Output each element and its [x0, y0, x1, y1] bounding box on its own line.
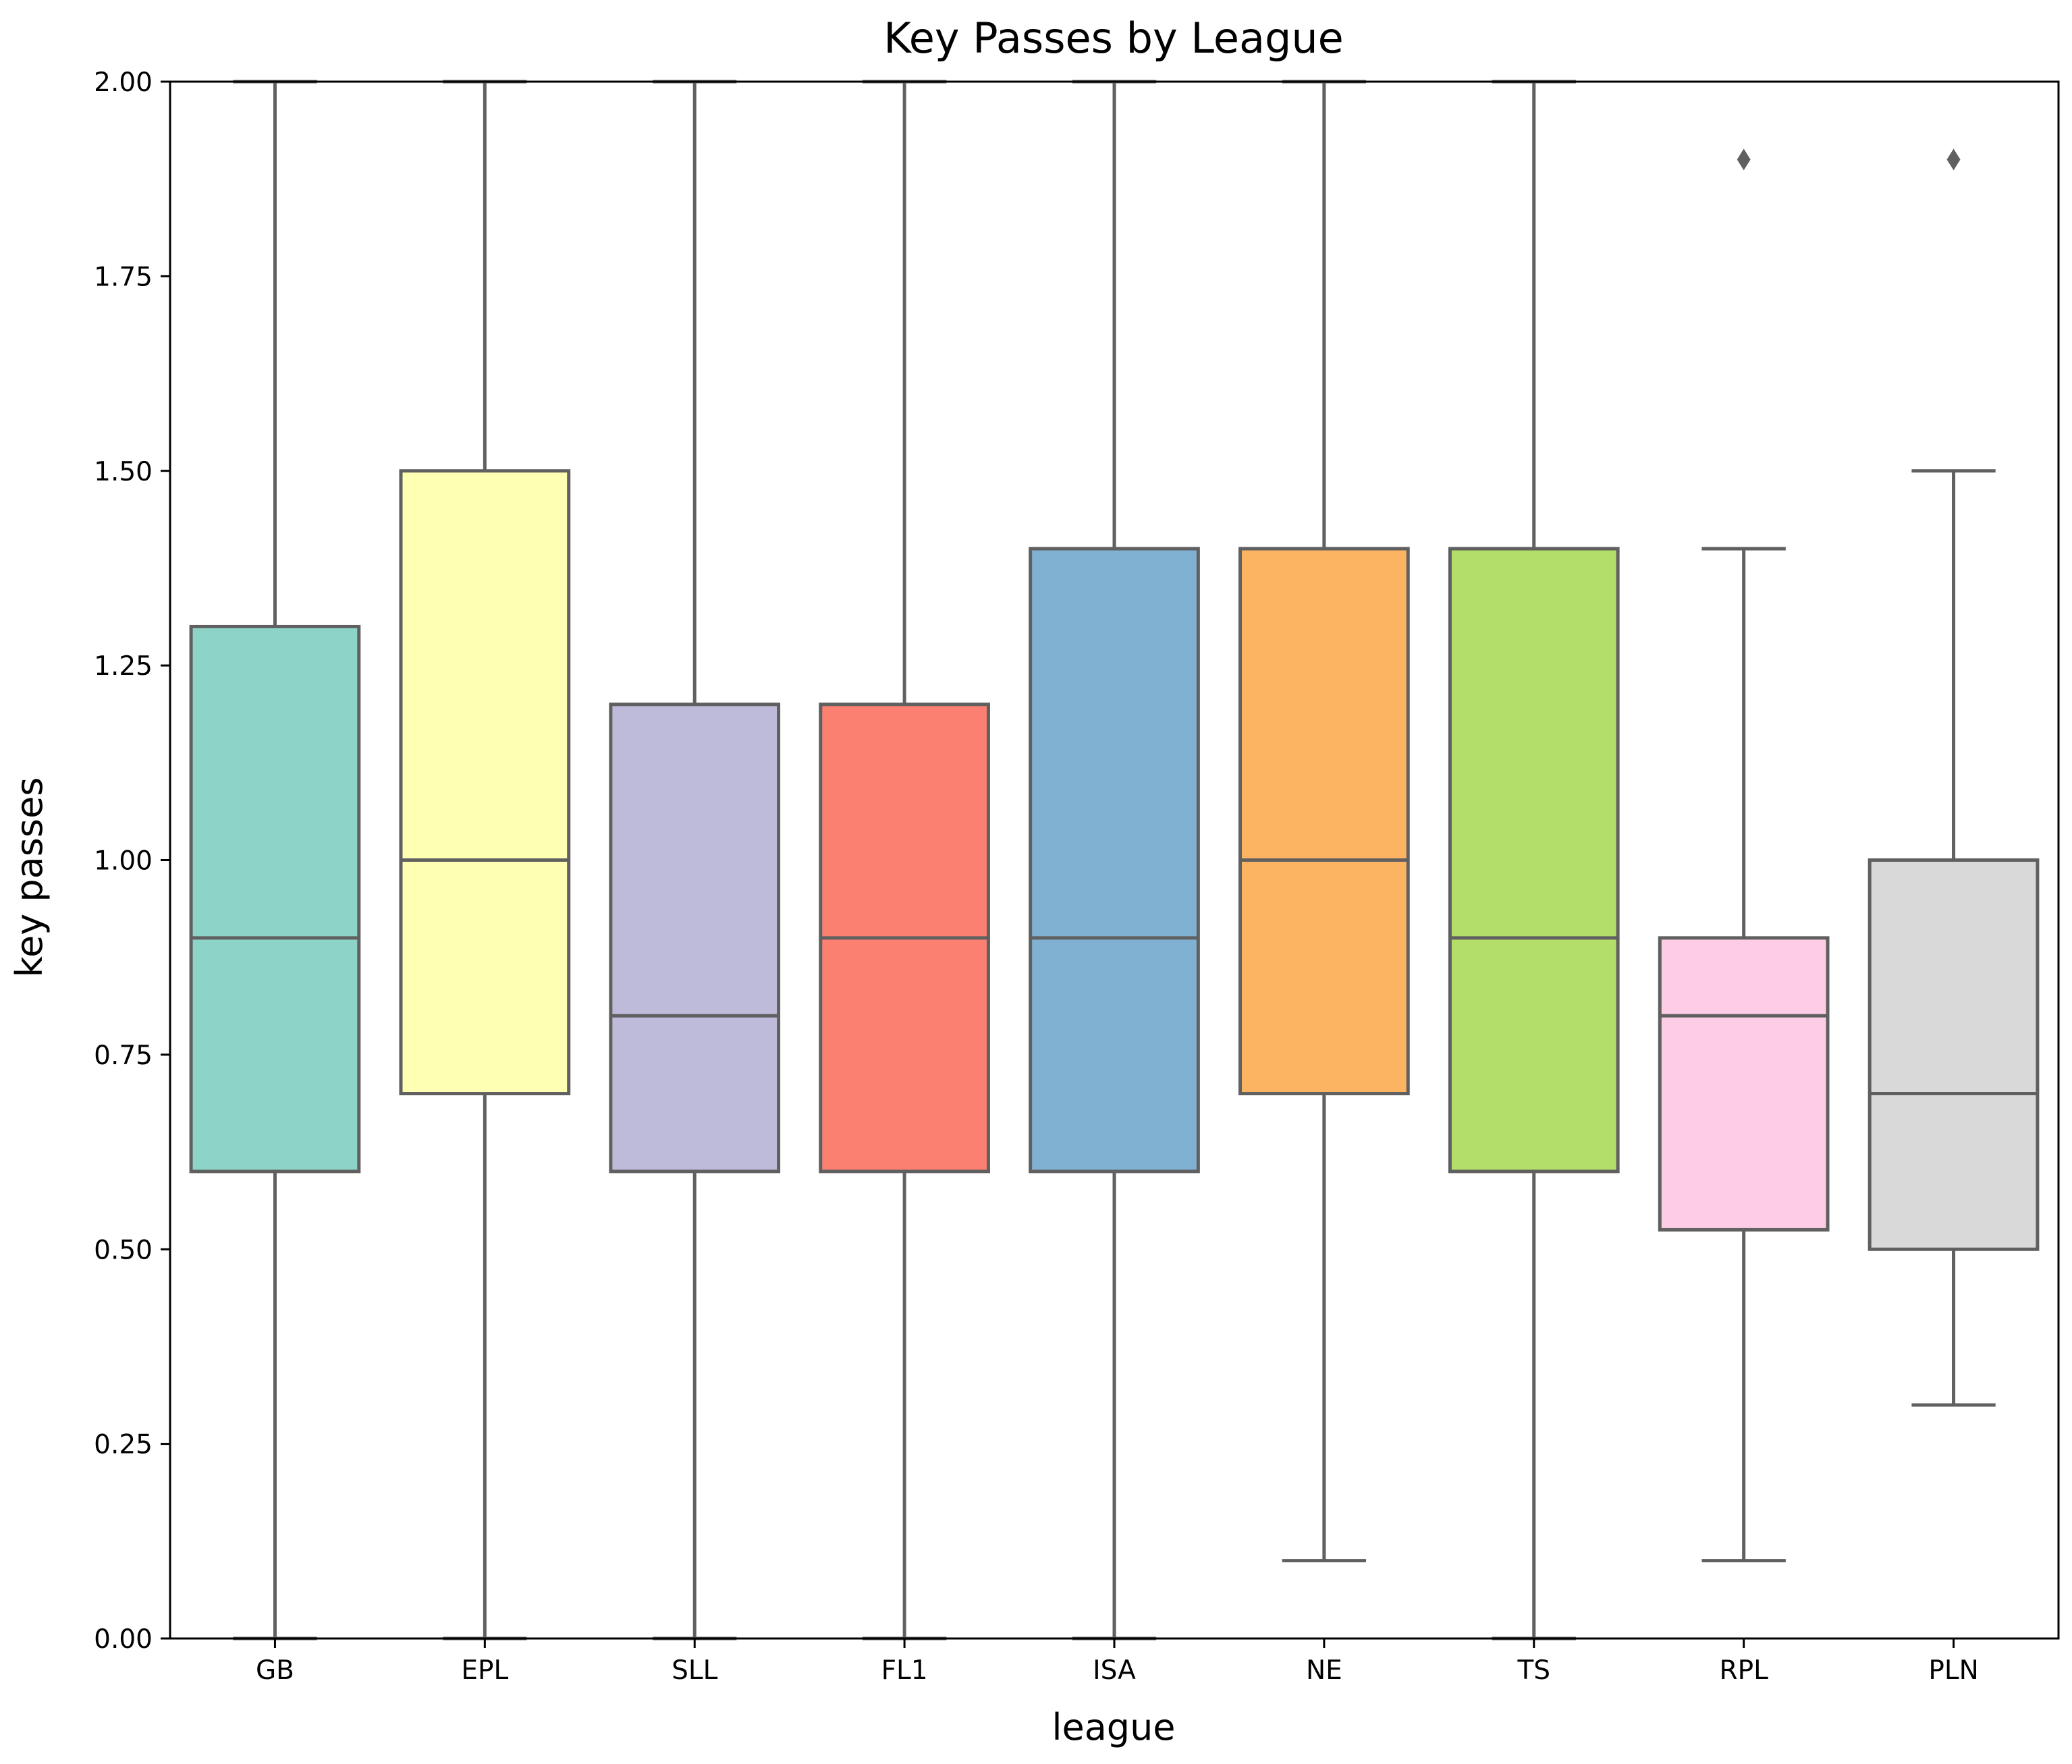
box-ts — [1448, 80, 1620, 1641]
iqr-box — [1238, 547, 1410, 1096]
box-ne — [1238, 80, 1410, 1563]
y-tick-label: 0.50 — [94, 1235, 153, 1265]
y-tick-label: 0.25 — [94, 1430, 153, 1460]
x-axis-label: league — [1052, 1706, 1175, 1748]
y-tick-label: 0.00 — [94, 1624, 153, 1655]
y-tick-label: 0.75 — [94, 1041, 153, 1071]
x-axis: GB EPL SLL FL1 ISA NE TS RPL PLN — [256, 1638, 1979, 1686]
iqr-box — [1867, 858, 2040, 1251]
x-tick-label: PLN — [1928, 1655, 1978, 1686]
outlier-marker — [1737, 148, 1751, 171]
x-tick-label: GB — [256, 1655, 294, 1686]
box-sll — [609, 80, 781, 1641]
y-tick-label: 2.00 — [94, 67, 153, 98]
x-tick-label: EPL — [461, 1655, 508, 1686]
iqr-box — [1448, 547, 1620, 1174]
y-tick-label: 1.00 — [94, 846, 153, 877]
iqr-box — [1029, 547, 1200, 1174]
x-tick-label: RPL — [1719, 1655, 1768, 1686]
box-gb — [189, 80, 361, 1641]
x-tick-label: SLL — [672, 1655, 717, 1686]
box-rpl — [1658, 148, 1830, 1563]
outlier-marker — [1946, 148, 1961, 171]
x-tick-label: TS — [1517, 1655, 1550, 1686]
iqr-box — [609, 702, 781, 1174]
plot-area — [189, 80, 2040, 1641]
x-tick-label: ISA — [1093, 1655, 1136, 1686]
chart-title: Key Passes by League — [883, 13, 1344, 63]
box-isa — [1029, 80, 1200, 1641]
x-tick-label: NE — [1306, 1655, 1342, 1686]
x-tick-label: FL1 — [881, 1655, 928, 1686]
box-pln — [1867, 148, 2040, 1407]
iqr-box — [189, 624, 361, 1174]
y-tick-label: 1.75 — [94, 262, 153, 292]
y-axis-label: key passes — [8, 777, 51, 978]
y-axis: 0.00 0.25 0.50 0.75 1.00 1.25 1.50 1.75 2.00 — [94, 67, 170, 1655]
box-fl1 — [819, 80, 990, 1641]
y-tick-label: 1.50 — [94, 457, 153, 487]
y-tick-label: 1.25 — [94, 651, 153, 682]
iqr-box — [1658, 936, 1830, 1232]
iqr-box — [399, 469, 571, 1096]
box-epl — [399, 80, 571, 1641]
